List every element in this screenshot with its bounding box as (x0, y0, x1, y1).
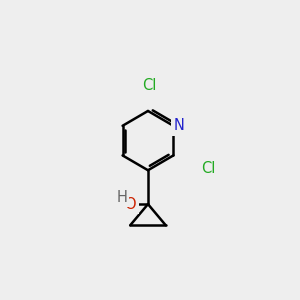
Text: Cl: Cl (201, 161, 216, 176)
Text: Cl: Cl (142, 78, 157, 93)
Text: N: N (173, 118, 184, 133)
Text: O: O (124, 196, 136, 211)
Text: H: H (116, 190, 127, 206)
